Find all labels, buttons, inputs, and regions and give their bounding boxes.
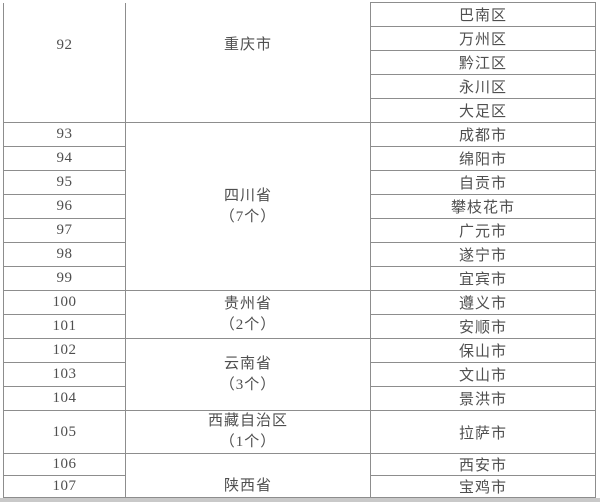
table-row: 107 宝鸡市 <box>3 475 596 498</box>
table-row: 95 自贡市 <box>3 170 596 195</box>
index-cell: 95 <box>3 170 126 195</box>
city-cell: 广元市 <box>370 218 596 243</box>
city-cell: 攀枝花市 <box>370 194 596 219</box>
index-cell: 92 <box>3 2 126 123</box>
province-name: 云南省 <box>223 355 272 372</box>
province-city-table: 92 重庆市 巴南区 万州区 黔江区 永川区 大足区 93 四川省 （7个） 成都市 94 绵阳市 95 自… <box>3 2 596 498</box>
city-cell: 绵阳市 <box>370 146 596 171</box>
index-cell: 97 <box>3 218 126 243</box>
city-cell: 拉萨市 <box>370 410 596 454</box>
index-cell: 96 <box>3 194 126 219</box>
province-count: （7个） <box>219 208 277 225</box>
index-cell: 93 <box>3 122 126 147</box>
province-group: 100 贵州省 （2个） 遵义市 101 安顺市 <box>3 290 596 339</box>
city-cell: 宜宾市 <box>370 266 596 291</box>
table-row: 105 西藏自治区 （1个） 拉萨市 <box>3 410 596 454</box>
province-cell: 重庆市 <box>125 2 371 123</box>
province-group: 102 云南省 （3个） 保山市 103 文山市 104 景洪市 <box>3 338 596 411</box>
table-row: 106 陕西省 西安市 <box>3 453 596 498</box>
table-row: 99 宜宾市 <box>3 266 596 291</box>
province-count: （2个） <box>219 316 277 333</box>
index-cell: 102 <box>3 338 126 363</box>
index-cell: 105 <box>3 410 126 454</box>
city-cell: 保山市 <box>370 338 596 363</box>
city-cell: 遵义市 <box>370 290 596 315</box>
table-row: 102 云南省 （3个） 保山市 <box>3 338 596 411</box>
province-name: 贵州省 <box>223 295 272 312</box>
index-cell: 104 <box>3 386 126 411</box>
index-cell: 101 <box>3 314 126 339</box>
city-cell: 安顺市 <box>370 314 596 339</box>
city-cell: 巴南区 <box>370 2 596 27</box>
city-cell: 自贡市 <box>370 170 596 195</box>
index-cell: 107 <box>3 475 126 498</box>
table-row: 103 文山市 <box>3 362 596 387</box>
province-cell: 四川省 （7个） <box>125 122 371 291</box>
table-row: 大足区 <box>4 98 596 123</box>
province-name: 陕西省 <box>223 478 272 494</box>
city-cell: 万州区 <box>370 26 596 51</box>
province-name: 四川省 <box>223 187 272 204</box>
city-cell: 景洪市 <box>370 386 596 411</box>
table-row: 94 绵阳市 <box>3 146 596 171</box>
table-row: 98 遂宁市 <box>3 242 596 267</box>
province-group: 93 四川省 （7个） 成都市 94 绵阳市 95 自贡市 96 攀枝花市 97 广元市 98 遂宁市 99… <box>3 122 596 291</box>
city-cell: 西安市 <box>370 453 596 476</box>
city-cell: 大足区 <box>370 98 596 123</box>
province-name: 重庆市 <box>223 36 272 53</box>
index-cell: 98 <box>3 242 126 267</box>
city-cell: 成都市 <box>370 122 596 147</box>
index-cell: 99 <box>3 266 126 291</box>
province-count: （1个） <box>219 434 277 450</box>
index-cell: 100 <box>3 290 126 315</box>
table-row: 100 贵州省 （2个） 遵义市 <box>3 290 596 339</box>
city-cell: 宝鸡市 <box>370 475 596 498</box>
index-cell: 94 <box>3 146 126 171</box>
table-row: 92 重庆市 巴南区 <box>3 2 596 123</box>
table-row: 黔江区 <box>4 50 596 75</box>
province-count: （3个） <box>219 376 277 393</box>
province-cell: 西藏自治区 （1个） <box>125 410 371 454</box>
city-cell: 黔江区 <box>370 50 596 75</box>
index-cell: 103 <box>3 362 126 387</box>
city-cell: 文山市 <box>370 362 596 387</box>
table-row: 97 广元市 <box>3 218 596 243</box>
city-cell: 遂宁市 <box>370 242 596 267</box>
province-group: 92 重庆市 巴南区 万州区 黔江区 永川区 大足区 <box>3 2 596 123</box>
province-name: 西藏自治区 <box>207 413 288 429</box>
table-row: 万州区 <box>4 26 596 51</box>
table-row: 96 攀枝花市 <box>3 194 596 219</box>
province-group: 105 西藏自治区 （1个） 拉萨市 <box>3 410 596 454</box>
province-cell: 云南省 （3个） <box>125 338 371 411</box>
province-cell: 陕西省 <box>125 453 371 498</box>
city-cell: 永川区 <box>370 74 596 99</box>
table-row: 93 四川省 （7个） 成都市 <box>3 122 596 291</box>
bottom-edge-strip <box>0 498 600 502</box>
province-group: 106 陕西省 西安市 107 宝鸡市 <box>3 453 596 498</box>
index-cell: 106 <box>3 453 126 476</box>
province-cell: 贵州省 （2个） <box>125 290 371 339</box>
